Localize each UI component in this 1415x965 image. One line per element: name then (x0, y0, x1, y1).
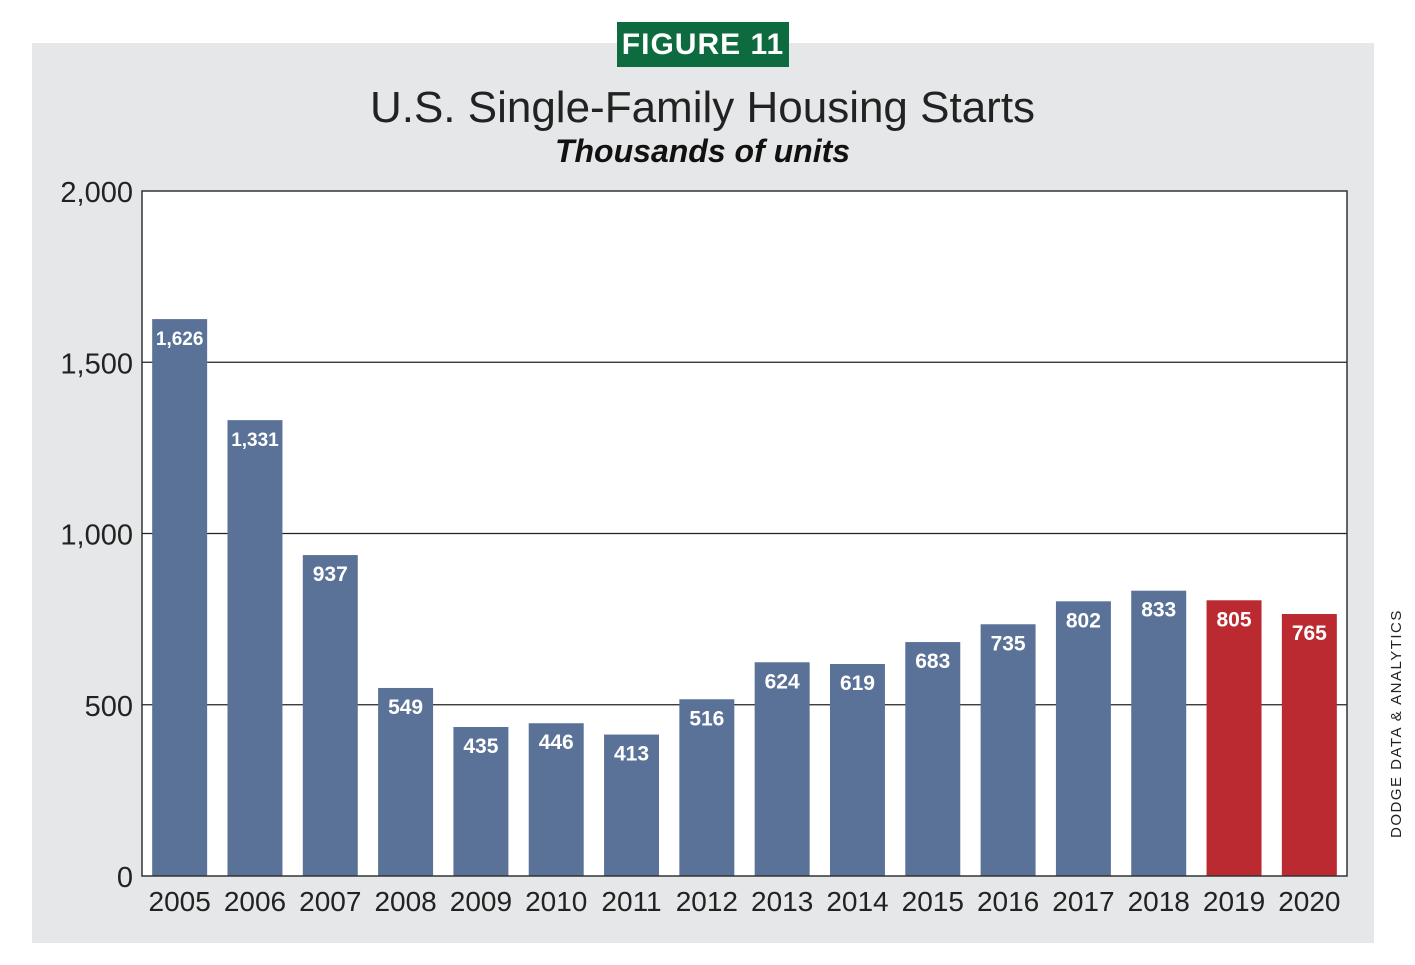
bar-2005 (152, 319, 208, 877)
bar-2010 (528, 723, 584, 876)
bar-value-label: 549 (388, 696, 423, 719)
bar-value-label: 1,626 (156, 329, 204, 350)
bar-value-label: 683 (915, 650, 950, 673)
bar-value-label: 619 (840, 672, 875, 695)
x-tick-label: 2012 (676, 886, 738, 917)
bar-value-label: 765 (1292, 622, 1327, 645)
bar-2007 (302, 555, 358, 876)
bar-2013 (754, 662, 810, 876)
bar-value-label: 802 (1066, 609, 1101, 632)
bar-value-label: 624 (765, 670, 800, 693)
x-tick-label: 2007 (299, 886, 361, 917)
bar-2015 (905, 642, 961, 876)
bar-value-label: 413 (614, 743, 649, 766)
bar-value-label: 516 (689, 707, 724, 730)
plot-frame (141, 190, 1348, 877)
bar-2006 (227, 420, 283, 876)
bar-value-label: 805 (1217, 608, 1252, 631)
bar-2008 (378, 687, 434, 876)
bar-value-label: 446 (539, 731, 574, 754)
bar-2009 (453, 727, 509, 876)
bar-value-label: 435 (463, 735, 498, 758)
x-tick-label: 2011 (601, 886, 661, 917)
x-tick-label: 2016 (977, 886, 1039, 917)
bar-value-label: 735 (991, 632, 1026, 655)
bar-value-label: 1,331 (231, 430, 279, 451)
y-tick-label: 500 (85, 691, 133, 723)
bar-2011 (604, 734, 660, 876)
bar-2019 (1206, 600, 1262, 876)
x-tick-label: 2018 (1128, 886, 1190, 917)
x-tick-label: 2009 (450, 886, 512, 917)
x-tick-label: 2013 (751, 886, 813, 917)
bar-2018 (1131, 590, 1187, 876)
bar-2017 (1055, 601, 1111, 876)
x-tick-label: 2019 (1203, 886, 1265, 917)
y-tick-label: 1,000 (60, 520, 133, 552)
figure-badge: FIGURE 11 (617, 22, 789, 67)
chart-subtitle: Thousands of units (554, 133, 851, 169)
bar-value-label: 833 (1141, 599, 1176, 622)
source-credit: DODGE DATA & ANALYTICS (1388, 609, 1405, 838)
y-tick-label: 1,500 (60, 348, 133, 380)
x-tick-label: 2010 (525, 886, 587, 917)
chart-title: U.S. Single-Family Housing Starts (369, 83, 1036, 132)
x-tick-label: 2008 (374, 886, 436, 917)
bar-2012 (679, 699, 735, 876)
x-tick-label: 2020 (1278, 886, 1340, 917)
bar-2020 (1281, 613, 1337, 876)
y-tick-label: 2,000 (60, 177, 133, 209)
x-tick-label: 2017 (1052, 886, 1114, 917)
bar-value-label: 937 (313, 563, 348, 586)
bar-2014 (829, 663, 885, 876)
x-tick-label: 2006 (224, 886, 286, 917)
y-tick-label: 0 (117, 862, 133, 894)
x-tick-label: 2015 (902, 886, 964, 917)
x-tick-label: 2005 (149, 886, 211, 917)
x-tick-label: 2014 (826, 886, 888, 917)
bar-2016 (980, 624, 1036, 876)
